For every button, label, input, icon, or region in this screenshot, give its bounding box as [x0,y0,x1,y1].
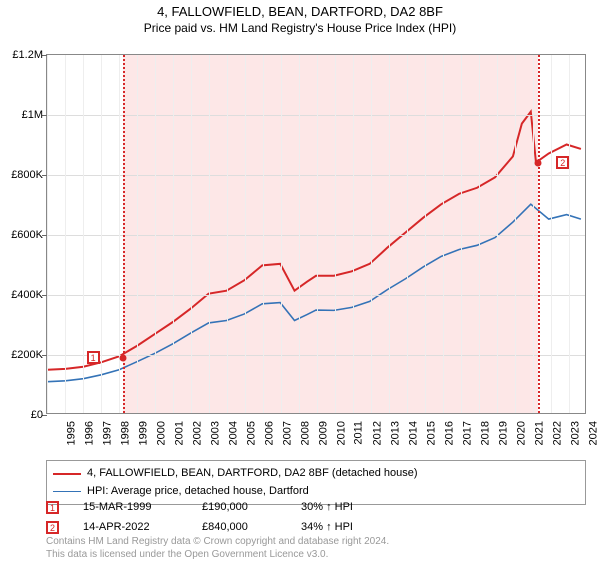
x-tick-label: 2024 [587,421,599,445]
x-tick-label: 2007 [281,421,293,445]
x-tick-label: 2015 [425,421,437,445]
x-gridline [515,55,516,413]
y-tick-label: £400K [3,289,43,301]
price-chart: £0£200K£400K£600K£800K£1M£1.2M1995199619… [46,54,586,414]
x-tick-label: 2019 [497,421,509,445]
legend-item: 4, FALLOWFIELD, BEAN, DARTFORD, DA2 8BF … [53,465,579,483]
y-tick-label: £200K [3,349,43,361]
x-tick-label: 2021 [533,421,545,445]
x-gridline [461,55,462,413]
y-tick-label: £1M [3,109,43,121]
x-gridline [47,55,48,413]
x-tick-label: 2010 [335,421,347,445]
sale-date: 15-MAR-1999 [83,498,178,518]
x-gridline [533,55,534,413]
page-subtitle: Price paid vs. HM Land Registry's House … [0,21,600,35]
x-gridline [425,55,426,413]
x-tick-label: 2008 [299,421,311,445]
x-tick-label: 2003 [209,421,221,445]
sale-marker-icon: 1 [46,501,59,514]
x-gridline [227,55,228,413]
x-gridline [551,55,552,413]
sale-row: 1 15-MAR-1999 £190,000 30% ↑ HPI [46,498,353,518]
y-tick-label: £1.2M [3,49,43,61]
footer-line-1: Contains HM Land Registry data © Crown c… [46,536,389,549]
attribution-footer: Contains HM Land Registry data © Crown c… [46,536,389,561]
sale-price: £840,000 [202,518,277,538]
sale-price: £190,000 [202,498,277,518]
x-gridline [407,55,408,413]
x-tick-label: 2000 [155,421,167,445]
sales-table: 1 15-MAR-1999 £190,000 30% ↑ HPI 2 14-APR-202… [46,498,353,538]
x-tick-label: 2012 [371,421,383,445]
sale-marker-label: 2 [556,156,569,169]
x-gridline [209,55,210,413]
x-tick-label: 2002 [191,421,203,445]
x-tick-label: 2001 [173,421,185,445]
x-tick-label: 2004 [227,421,239,445]
sale-delta: 30% ↑ HPI [301,498,353,518]
x-tick-label: 2023 [569,421,581,445]
x-gridline [281,55,282,413]
x-gridline [137,55,138,413]
x-tick-label: 2005 [245,421,257,445]
x-tick-label: 2009 [317,421,329,445]
x-gridline [299,55,300,413]
x-tick-label: 2017 [461,421,473,445]
x-gridline [497,55,498,413]
x-gridline [263,55,264,413]
x-tick-label: 2006 [263,421,275,445]
y-tick-label: £800K [3,169,43,181]
x-gridline [479,55,480,413]
chart-svg [47,55,585,413]
x-gridline [335,55,336,413]
x-gridline [83,55,84,413]
sale-marker-icon: 2 [46,521,59,534]
x-tick-label: 2022 [551,421,563,445]
x-tick-label: 2016 [443,421,455,445]
x-gridline [101,55,102,413]
x-tick-label: 2014 [407,421,419,445]
x-tick-label: 1997 [101,421,113,445]
x-gridline [443,55,444,413]
sale-row: 2 14-APR-2022 £840,000 34% ↑ HPI [46,518,353,538]
y-tick-label: £600K [3,229,43,241]
series-property [48,112,581,370]
x-gridline [173,55,174,413]
sale-dot [535,160,542,167]
x-gridline [353,55,354,413]
x-tick-label: 1995 [65,421,77,445]
x-tick-label: 1996 [83,421,95,445]
page-title: 4, FALLOWFIELD, BEAN, DARTFORD, DA2 8BF [0,4,600,19]
y-gridline [47,115,585,116]
x-tick-label: 1999 [137,421,149,445]
x-tick-label: 2011 [353,421,365,445]
x-gridline [317,55,318,413]
y-gridline [47,295,585,296]
x-gridline [191,55,192,413]
sale-vline [538,55,540,413]
y-gridline [47,235,585,236]
legend-label: 4, FALLOWFIELD, BEAN, DARTFORD, DA2 8BF … [87,465,418,483]
y-tick-label: £0 [3,409,43,421]
footer-line-2: This data is licensed under the Open Gov… [46,549,389,562]
x-tick-label: 1998 [119,421,131,445]
x-gridline [371,55,372,413]
legend-swatch [53,473,81,475]
sale-delta: 34% ↑ HPI [301,518,353,538]
x-tick-label: 2020 [515,421,527,445]
x-tick-label: 2018 [479,421,491,445]
sale-dot [119,355,126,362]
x-gridline [245,55,246,413]
x-tick-label: 2013 [389,421,401,445]
legend-swatch [53,491,81,492]
sale-marker-label: 1 [87,351,100,364]
x-gridline [569,55,570,413]
y-gridline [47,175,585,176]
x-gridline [65,55,66,413]
x-gridline [155,55,156,413]
y-gridline [47,355,585,356]
x-gridline [389,55,390,413]
sale-date: 14-APR-2022 [83,518,178,538]
